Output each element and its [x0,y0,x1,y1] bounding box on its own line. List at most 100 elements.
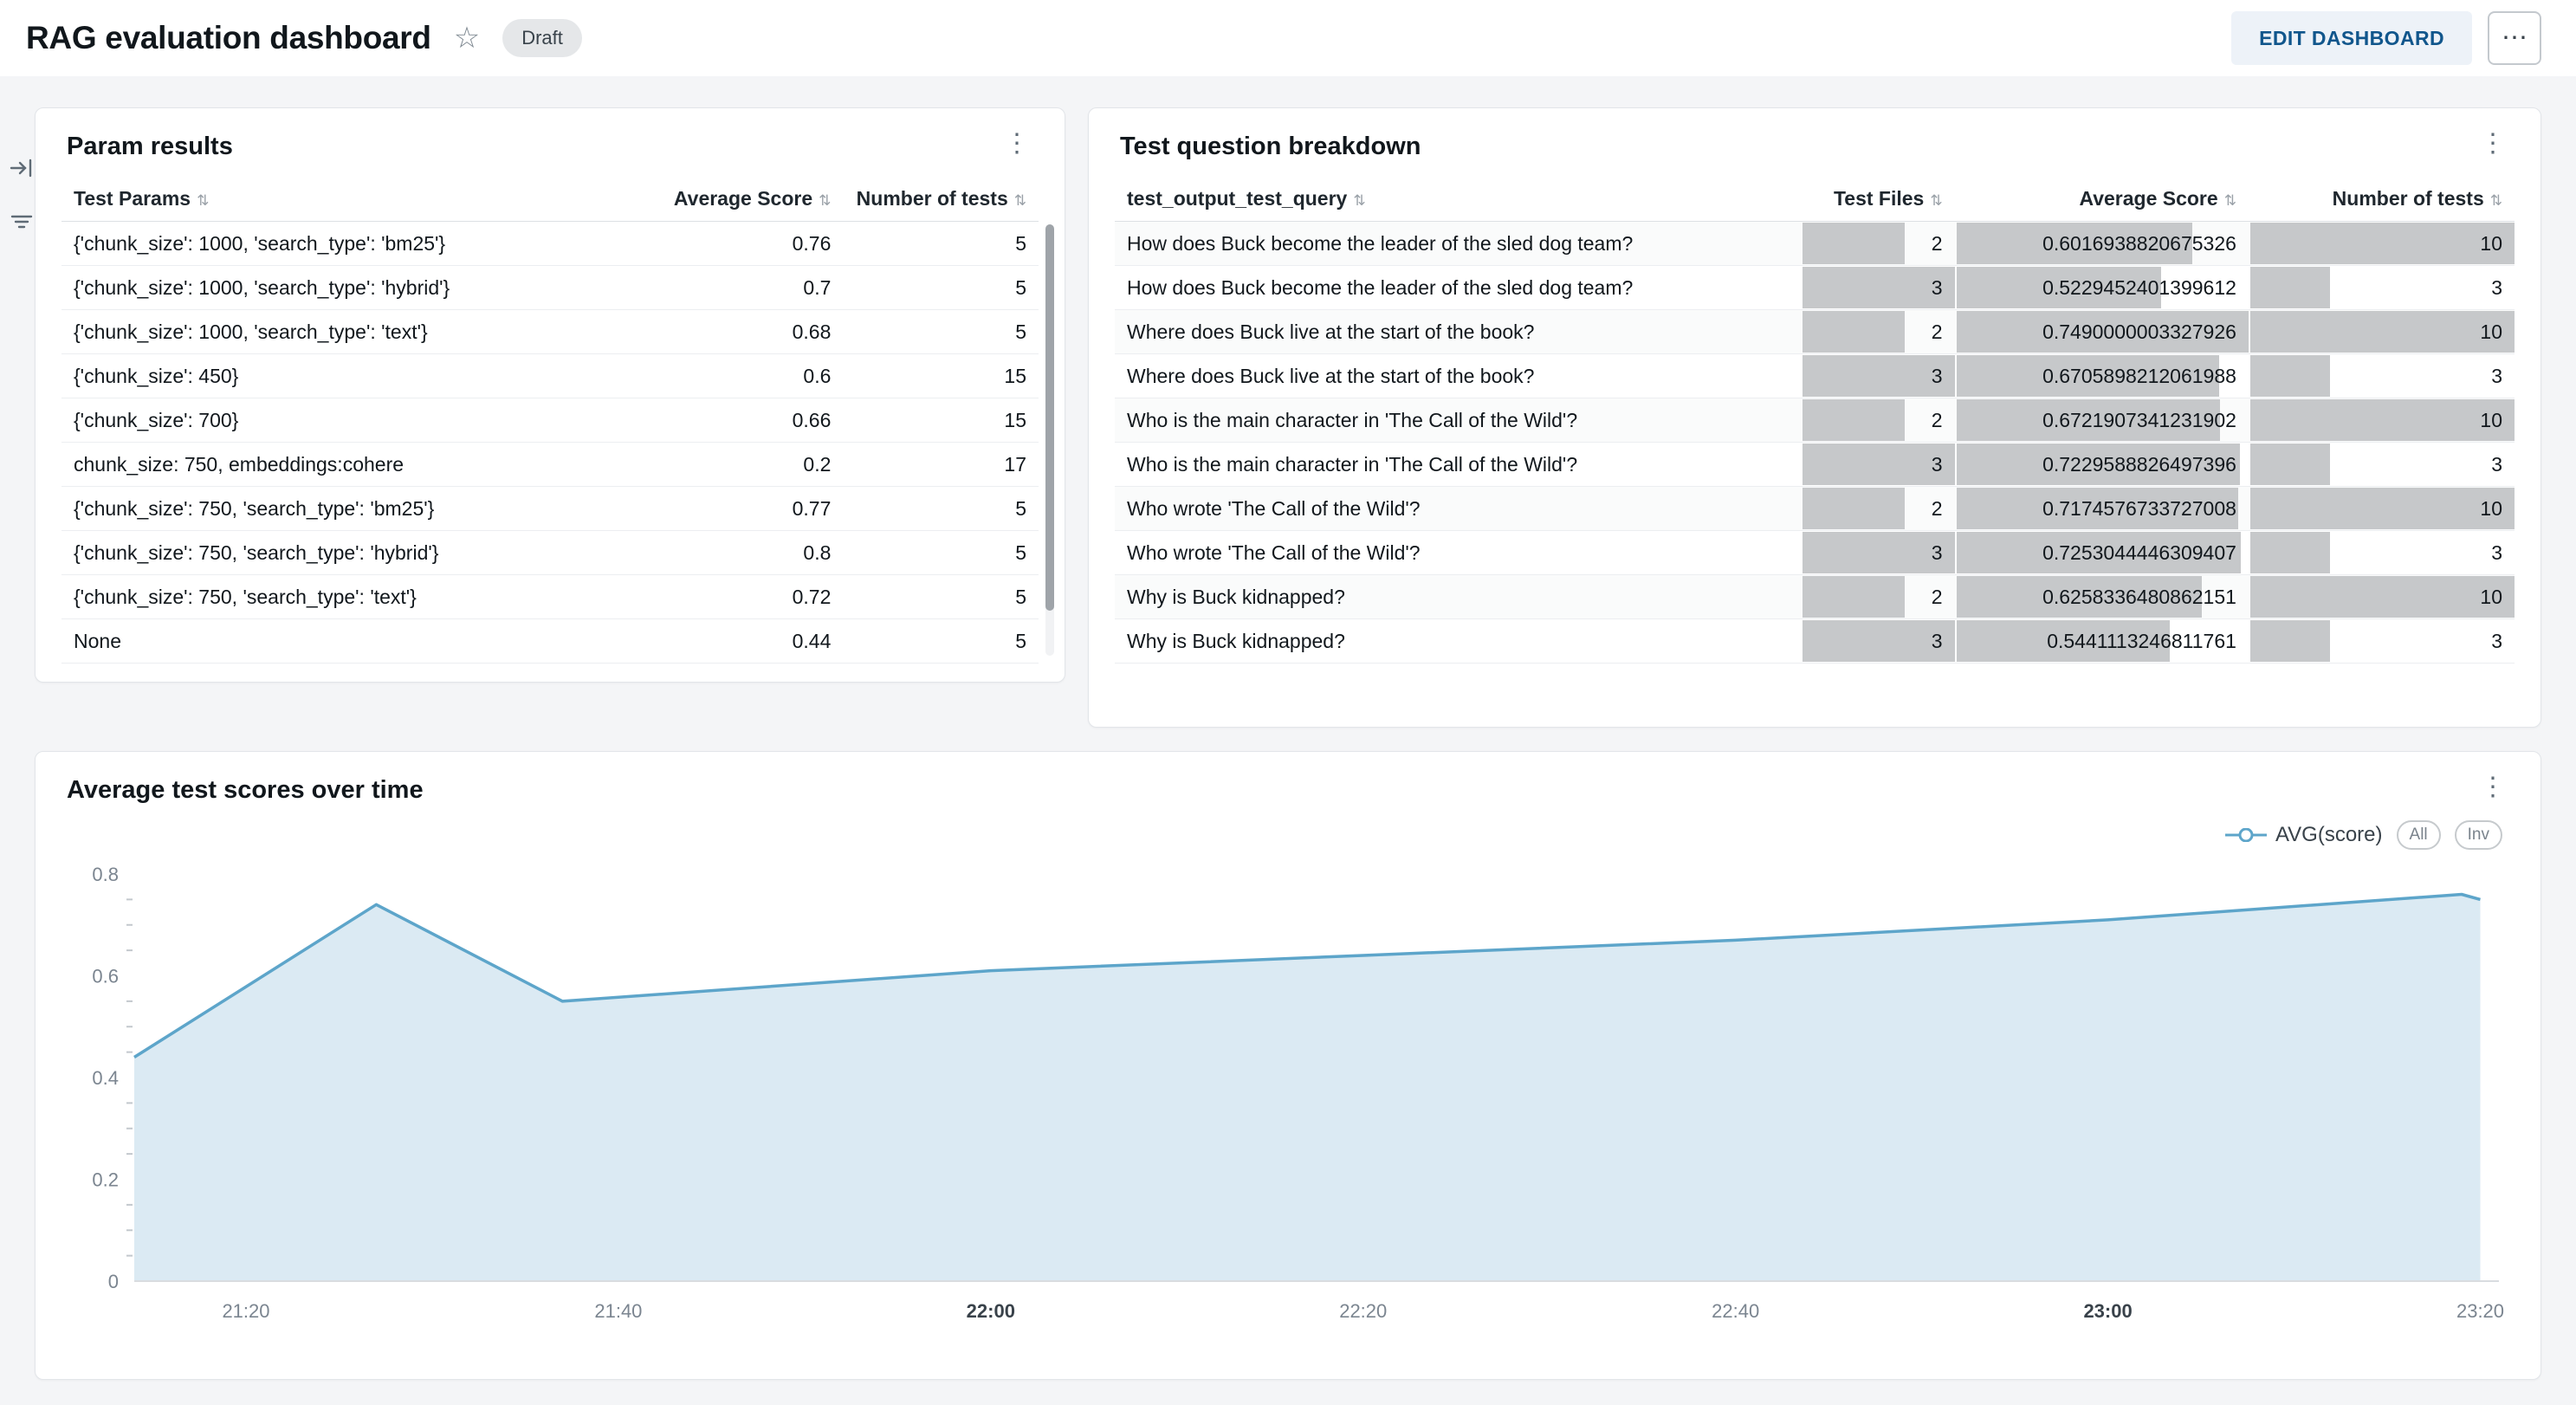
column-header-test-files[interactable]: Test Files ⇅ [1800,177,1955,222]
scrollbar-thumb[interactable] [1045,224,1054,611]
x-axis-label: 22:00 [967,1300,1015,1322]
question-breakdown-card: Test question breakdown ⋮ test_output_te… [1088,107,2541,728]
table-row: chunk_size: 750, embeddings:cohere 0.2 17 [61,442,1039,487]
legend-series-avg-score[interactable]: AVG(score) [2224,823,2383,847]
legend-all-button[interactable]: All [2396,820,2441,850]
query-cell: Why is Buck kidnapped? [1115,618,1801,664]
scores-over-time-card: Average test scores over time ⋮ AVG(scor… [35,751,2541,1380]
cell-value: 10 [2480,586,2502,608]
sort-icon[interactable]: ⇅ [2223,192,2236,209]
average-score-cell: 0.5441113246811761 [1954,618,2249,664]
table-row: Who is the main character in 'The Call o… [1115,398,2515,443]
table-row: Who wrote 'The Call of the Wild'? 2 0.7174… [1115,486,2515,531]
data-bar [1802,399,1906,441]
column-header-number-of-tests[interactable]: Number of tests ⇅ [843,177,1039,222]
cell-value: 3 [1931,276,1943,299]
kebab-menu-icon[interactable]: ⋮ [2471,773,2515,802]
average-score-cell: 0.6 [608,353,844,398]
query-cell: Who wrote 'The Call of the Wild'? [1115,530,1801,575]
number-of-tests-cell: 10 [2248,486,2515,531]
kebab-menu-icon[interactable]: ⋮ [995,129,1039,159]
data-bar [2249,444,2331,485]
table-row: How does Buck become the leader of the s… [1115,221,2515,266]
column-header-number-of-tests[interactable]: Number of tests ⇅ [2248,177,2515,222]
cell-value: 3 [1931,630,1943,652]
test-files-cell: 2 [1800,574,1955,619]
sort-icon[interactable]: ⇅ [2489,192,2502,209]
cell-value: 0.5229452401399612 [2042,276,2236,299]
number-of-tests-cell: 3 [2248,265,2515,310]
y-axis-label: 0.2 [92,1169,119,1191]
scrollbar-track[interactable] [1045,224,1054,656]
data-bar [1956,355,2220,397]
x-axis-label: 21:20 [222,1300,269,1322]
left-rail [7,154,36,237]
column-header-query[interactable]: test_output_test_query ⇅ [1115,177,1801,222]
table-row: None 0.44 5 [61,618,1039,664]
column-header-average-score[interactable]: Average Score ⇅ [608,177,844,222]
test-params-cell: {'chunk_size': 1000, 'search_type': 'bm2… [61,221,609,266]
cell-value: 0.6705898212061988 [2042,365,2236,387]
data-bar [1956,620,2170,662]
top-bar: RAG evaluation dashboard ☆ Draft EDIT DA… [0,0,2576,76]
cell-value: 0.6721907341231902 [2042,409,2236,431]
test-params-cell: chunk_size: 750, embeddings:cohere [61,442,609,487]
data-bar [1802,267,1955,308]
data-bar [1802,532,1955,573]
cell-value: 2 [1931,320,1943,343]
data-bar [2249,311,2515,353]
data-bar [1956,576,2203,618]
number-of-tests-cell: 5 [843,618,1039,664]
test-files-cell: 2 [1800,486,1955,531]
filter-icon[interactable] [7,208,36,237]
cell-value: 10 [2480,409,2502,431]
y-axis-label: 0.8 [92,864,119,885]
sort-icon[interactable]: ⇅ [197,192,210,209]
x-axis-label: 21:40 [594,1300,642,1322]
test-params-cell: {'chunk_size': 750, 'search_type': 'bm25… [61,486,609,531]
status-badge: Draft [502,19,582,57]
column-header-test-params[interactable]: Test Params ⇅ [61,177,609,222]
average-score-cell: 0.5229452401399612 [1954,265,2249,310]
more-menu-button[interactable]: ⋯ [2488,11,2541,65]
card-title: Test question breakdown [1120,133,1421,160]
query-cell: Who wrote 'The Call of the Wild'? [1115,486,1801,531]
sort-icon[interactable]: ⇅ [1930,192,1943,209]
y-axis-label: 0.4 [92,1067,119,1089]
column-header-average-score[interactable]: Average Score ⇅ [1954,177,2249,222]
data-bar [1802,488,1906,529]
number-of-tests-cell: 10 [2248,398,2515,443]
kebab-menu-icon[interactable]: ⋮ [2471,129,2515,159]
number-of-tests-cell: 3 [2248,618,2515,664]
data-bar [1956,444,2241,485]
cell-value: 2 [1931,497,1943,520]
sort-icon[interactable]: ⇅ [1013,192,1026,209]
sort-icon[interactable]: ⇅ [819,192,832,209]
legend-inv-button[interactable]: Inv [2454,820,2502,850]
data-bar [2249,223,2515,264]
cell-value: 2 [1931,409,1943,431]
cell-value: 0.5441113246811761 [2047,630,2236,652]
dashboard-canvas: Param results ⋮ Test Params ⇅ Average Sco… [0,76,2576,1380]
table-header-row: Test Params ⇅ Average Score ⇅ Number of te… [61,177,1039,222]
query-cell: How does Buck become the leader of the s… [1115,265,1801,310]
data-bar [1802,620,1955,662]
data-bar [2249,267,2331,308]
test-params-cell: {'chunk_size': 750, 'search_type': 'hybr… [61,530,609,575]
average-score-cell: 0.6258336480862151 [1954,574,2249,619]
card-title: Average test scores over time [67,776,424,804]
sort-icon[interactable]: ⇅ [1353,192,1366,209]
number-of-tests-cell: 5 [843,486,1039,531]
cell-value: 0.7174576733727008 [2042,497,2236,520]
data-bar [2249,488,2515,529]
number-of-tests-cell: 10 [2248,309,2515,354]
favorite-star-icon[interactable]: ☆ [453,22,481,55]
query-cell: Who is the main character in 'The Call o… [1115,442,1801,487]
number-of-tests-cell: 10 [2248,574,2515,619]
page-title: RAG evaluation dashboard [26,20,431,55]
edit-dashboard-button[interactable]: EDIT DASHBOARD [2231,11,2472,65]
average-score-cell: 0.68 [608,309,844,354]
scores-line-chart[interactable]: 0 0.2 0.4 0.6 0.8 21:20 21:40 22:00 22:20 22:40 23… [61,858,2513,1333]
collapse-panel-icon[interactable] [7,154,36,184]
cell-value: 3 [2491,630,2502,652]
